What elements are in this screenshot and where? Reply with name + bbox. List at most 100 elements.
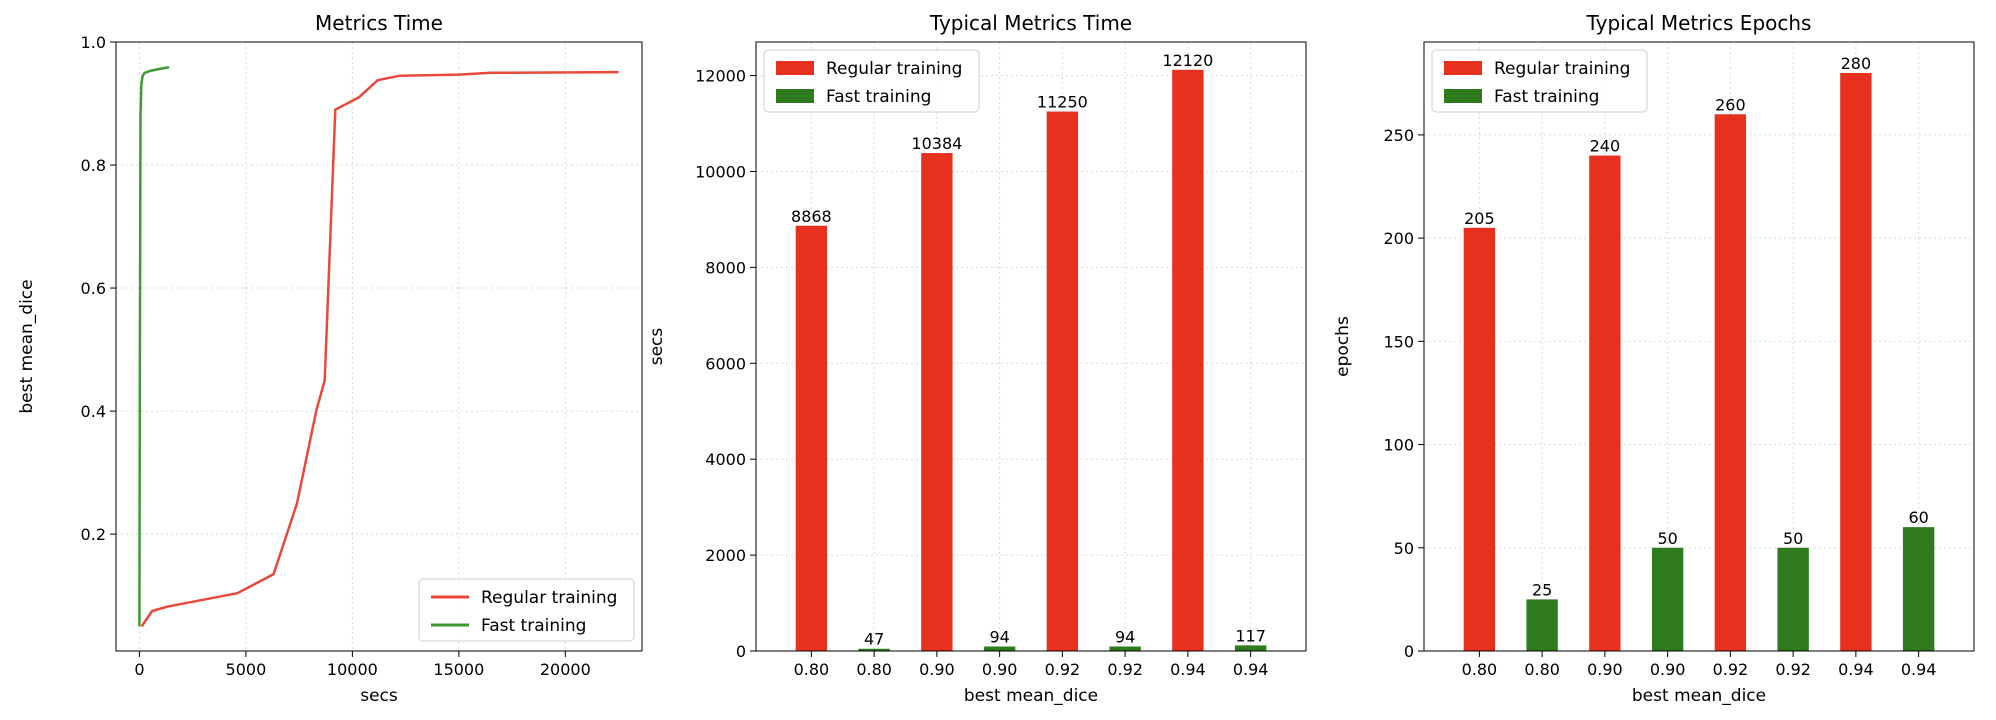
data-label: 117 [1235,626,1266,645]
legend-box [1431,49,1648,113]
x-tick-label: 15000 [433,660,484,679]
bar-fast-training [983,646,1016,651]
bar-regular-training [1840,72,1872,651]
x-tick-label: 0.94 [1838,660,1874,679]
y-tick-label: 1.0 [81,33,106,52]
bar-regular-training [1046,111,1079,651]
bar-fast-training [1651,547,1684,651]
y-tick-label: 50 [1394,539,1414,558]
y-tick-label: 0 [736,642,746,661]
bar-regular-training [1463,227,1496,651]
bar-fast-training [858,648,890,651]
y-tick-label: 150 [1383,332,1414,351]
chart-typical-metrics-time: Typical Metrics Time 0 2000 4000 6000 8000 100… [647,11,1307,706]
y-axis-label: epochs [1333,316,1353,377]
x-tick-label: 0.80 [1462,660,1498,679]
legend-swatch-fast-training [1444,89,1482,103]
data-label: 50 [1783,529,1803,548]
y-tick-label: 12000 [695,67,746,86]
y-tick-label: 0.2 [81,525,106,544]
bar-regular-training [1714,114,1747,652]
legend-swatch-regular-training [776,61,814,75]
data-label: 205 [1464,209,1495,228]
data-label: 11250 [1037,93,1088,112]
y-tick-label: 250 [1383,126,1414,145]
bar-regular-training [921,153,953,651]
bar-fast-training [1234,645,1267,651]
x-tick-label: 0.92 [1045,660,1081,679]
chart-metrics-time: Metrics Time 0.2 0.4 0.6 0.8 1.0 secs best mean… [17,11,643,706]
x-tick-label: 0.94 [1170,660,1206,679]
x-tick-label: 0.90 [1587,660,1623,679]
legend-label-regular-training: Regular training [481,588,617,608]
y-tick-label: 0.4 [81,402,106,421]
x-tick-label: 0.92 [1713,660,1749,679]
x-tick-label: 0.92 [1775,660,1811,679]
data-label: 94 [989,627,1009,646]
data-label: 94 [1115,627,1135,646]
x-tick-label: 0.94 [1233,660,1269,679]
legend-swatch-fast-training [776,89,814,103]
x-tick-label: 5000 [226,660,267,679]
x-tick-label: 0 [134,660,144,679]
y-tick-label: 6000 [705,354,746,373]
legend-box [763,49,980,113]
data-label: 60 [1908,508,1928,527]
chart-typical-metrics-epochs: Typical Metrics Epochs 0 50 100 150 200 250 bes… [1333,11,1975,706]
data-label: 50 [1657,529,1677,548]
plot-frame [115,41,643,652]
y-axis-label: best mean_dice [17,279,37,413]
chart-title: Typical Metrics Time [929,11,1132,35]
data-label: 260 [1715,95,1746,114]
legend-swatch-regular-training [1444,61,1482,75]
y-tick-label: 2000 [705,546,746,565]
x-tick-label: 0.90 [1650,660,1686,679]
plot-frame [1423,41,1975,652]
plot-frame [755,41,1307,652]
series-line-fast-training [138,65,170,627]
chart-title: Metrics Time [315,11,443,35]
data-label: 47 [864,630,884,649]
bar-fast-training [1526,599,1558,651]
y-tick-label: 0.6 [81,279,106,298]
legend-label-fast-training: Fast training [1494,87,1599,107]
bar-regular-training [1589,155,1621,652]
x-tick-label: 0.80 [1524,660,1560,679]
x-tick-label: 0.92 [1107,660,1143,679]
chart-title: Typical Metrics Epochs [1586,11,1812,35]
x-tick-label: 0.80 [856,660,892,679]
legend-label-fast-training: Fast training [826,87,931,107]
data-label: 240 [1590,137,1621,156]
x-tick-label: 20000 [540,660,591,679]
data-label: 8868 [791,207,832,226]
y-axis-label: secs [647,328,667,366]
y-tick-label: 10000 [695,162,746,181]
y-tick-label: 0 [1404,642,1414,661]
x-tick-label: 10000 [327,660,378,679]
x-axis-label: secs [360,686,398,706]
y-tick-label: 8000 [705,258,746,277]
legend-label-fast-training: Fast training [481,616,586,636]
data-label: 25 [1532,580,1552,599]
data-label: 280 [1841,54,1872,73]
x-tick-label: 0.90 [982,660,1018,679]
y-tick-label: 100 [1383,436,1414,455]
x-tick-label: 0.90 [919,660,955,679]
y-tick-label: 0.8 [81,156,106,175]
bar-fast-training [1777,547,1809,651]
series-line-regular-training [140,70,619,628]
x-tick-label: 0.94 [1901,660,1937,679]
data-label: 10384 [911,134,962,153]
legend-box [418,578,635,642]
x-tick-label: 0.80 [794,660,830,679]
y-tick-label: 4000 [705,450,746,469]
data-label: 12120 [1162,51,1213,70]
bar-regular-training [795,225,828,652]
legend-label-regular-training: Regular training [826,59,962,79]
bar-fast-training [1109,646,1141,651]
bar-fast-training [1902,527,1935,651]
y-tick-label: 200 [1383,229,1414,248]
x-axis-label: best mean_dice [1632,686,1766,706]
legend-label-regular-training: Regular training [1494,59,1630,79]
